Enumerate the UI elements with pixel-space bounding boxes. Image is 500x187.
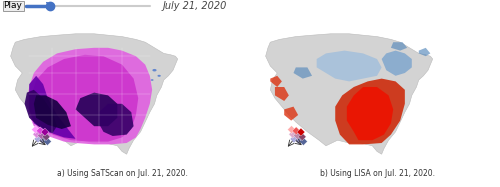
Bar <box>292 127 300 135</box>
Polygon shape <box>24 90 57 133</box>
Polygon shape <box>27 48 152 144</box>
Text: a) Using SaTScan on Jul. 21, 2020.: a) Using SaTScan on Jul. 21, 2020. <box>56 168 188 177</box>
Polygon shape <box>316 51 382 81</box>
Polygon shape <box>10 34 177 154</box>
Ellipse shape <box>158 75 161 77</box>
Bar <box>38 136 46 144</box>
Bar <box>288 126 296 134</box>
Bar <box>298 133 306 141</box>
Bar <box>41 128 49 136</box>
Text: b) Using LISA on Jul. 21, 2020.: b) Using LISA on Jul. 21, 2020. <box>320 168 434 177</box>
Bar <box>34 135 42 143</box>
Ellipse shape <box>151 79 154 81</box>
Polygon shape <box>34 95 71 129</box>
Bar <box>300 137 308 145</box>
Bar <box>33 130 40 138</box>
Bar <box>290 135 298 143</box>
Ellipse shape <box>152 69 156 71</box>
Polygon shape <box>284 107 298 121</box>
Bar <box>36 127 44 135</box>
Polygon shape <box>391 42 407 51</box>
Polygon shape <box>270 76 282 87</box>
Polygon shape <box>29 76 76 139</box>
Polygon shape <box>76 93 118 126</box>
Bar <box>294 136 302 144</box>
Polygon shape <box>275 87 289 101</box>
Polygon shape <box>99 104 134 136</box>
FancyBboxPatch shape <box>2 1 24 10</box>
Polygon shape <box>294 67 312 79</box>
Text: July 21, 2020: July 21, 2020 <box>163 1 228 10</box>
Polygon shape <box>419 48 430 56</box>
Text: Play: Play <box>4 1 22 10</box>
Bar <box>42 133 50 141</box>
Bar <box>297 128 305 136</box>
Bar <box>32 126 40 134</box>
Bar <box>294 132 302 140</box>
Polygon shape <box>347 87 393 140</box>
Polygon shape <box>32 55 138 142</box>
Polygon shape <box>266 34 432 154</box>
Polygon shape <box>335 79 405 144</box>
Bar <box>289 130 296 138</box>
Bar <box>44 137 52 145</box>
Bar <box>38 132 46 140</box>
Polygon shape <box>382 51 412 76</box>
